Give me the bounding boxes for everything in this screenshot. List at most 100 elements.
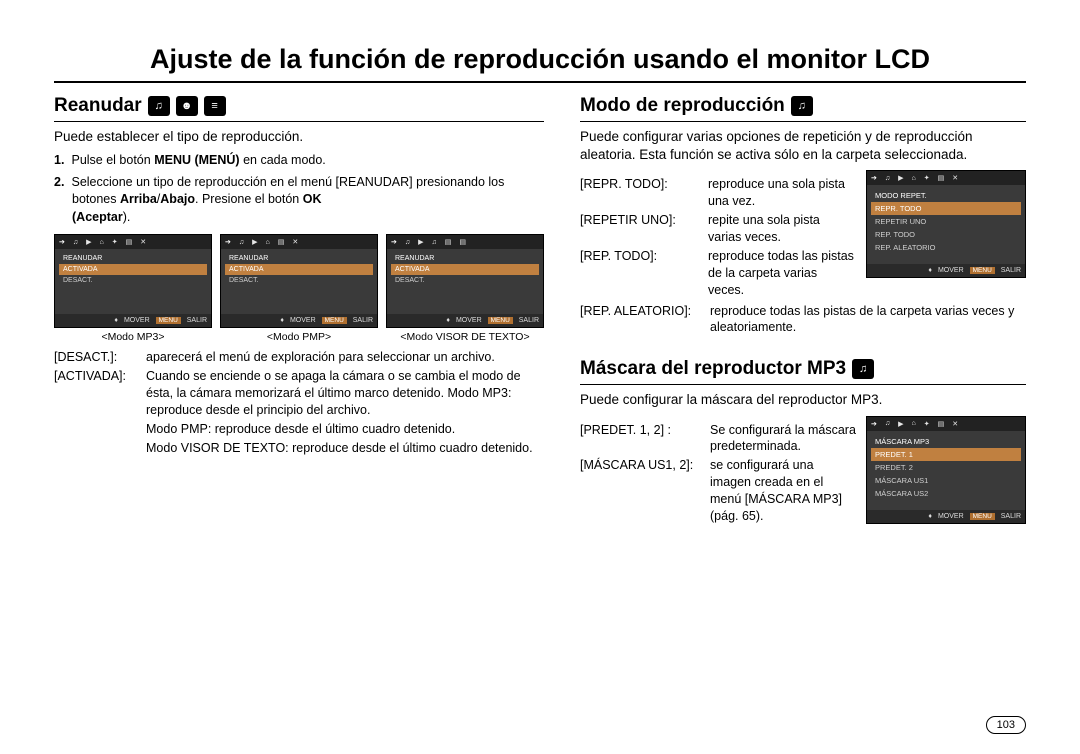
- definition-row: Modo VISOR DE TEXTO: reproduce desde el …: [54, 440, 544, 457]
- tab-icon: ▶: [86, 238, 91, 246]
- step-text: Pulse el botón: [71, 153, 154, 167]
- tab-icon: ⌂: [912, 420, 916, 427]
- heading-text: Máscara del reproductor MP3: [580, 358, 846, 380]
- music-icon: ♫: [791, 96, 813, 116]
- menu-item: MÁSCARA US2: [871, 487, 1021, 500]
- lcd-tabs: ➔ ♫ ▶ ⌂ ✦ ▤ ✕: [55, 235, 211, 249]
- step-number: 2.: [54, 174, 68, 192]
- definition-term: [REPR. TODO]:: [580, 176, 708, 210]
- heading-modo-reproduccion: Modo de reproducción ♫: [580, 95, 1026, 122]
- footer-salir: SALIR: [187, 317, 207, 324]
- tab-icon: ✕: [952, 420, 958, 428]
- menu-header: REANUDAR: [225, 253, 373, 264]
- menu-item: DESACT.: [391, 275, 539, 286]
- lcd-wrapper: ➔ ♫ ▶ ⌂ ▤ ✕ REANUDAR ACTIVADA DESACT.: [220, 234, 378, 343]
- left-column: Reanudar ♫ ☻ ≡ Puede establecer el tipo …: [54, 95, 544, 527]
- footer-mover: MOVER: [938, 267, 964, 274]
- tab-icon: ✕: [140, 238, 146, 246]
- step-bold: OK: [303, 192, 322, 206]
- lcd-wrapper: ➔ ♫ ▶ ♫ ▤ ▤ REANUDAR ACTIVADA DESACT.: [386, 234, 544, 343]
- step-number: 1.: [54, 152, 68, 170]
- menu-item-selected: ACTIVADA: [225, 264, 373, 275]
- step-list: 1. Pulse el botón MENU (MENÚ) en cada mo…: [72, 152, 544, 226]
- footer-salir: SALIR: [1001, 267, 1021, 274]
- tab-icon: ⌂: [912, 175, 916, 182]
- menu-header: MÁSCARA MP3: [871, 435, 1021, 448]
- intro-skin: Puede conﬁgurar la máscara del reproduct…: [580, 391, 1026, 409]
- music-icon: ♫: [852, 359, 874, 379]
- step-bold: MENU (MENÚ): [154, 153, 239, 167]
- lcd-row: ➔ ♫ ▶ ⌂ ✦ ▤ ✕ REANUDAR ACTIVADA DESACT.: [54, 234, 544, 343]
- tab-icon: ⌂: [100, 239, 104, 246]
- menu-item-selected: ACTIVADA: [391, 264, 539, 275]
- menu-item: DESACT.: [225, 275, 373, 286]
- menu-header: REANUDAR: [59, 253, 207, 264]
- tab-icon: ▤: [938, 174, 945, 182]
- definition-desc: aparecerá el menú de exploración para se…: [146, 349, 544, 366]
- tab-icon: ♫: [432, 239, 437, 246]
- lcd-menu: REANUDAR ACTIVADA DESACT.: [55, 249, 211, 286]
- footer-salir: SALIR: [1001, 513, 1021, 520]
- footer-menu-tag: MENU: [970, 513, 995, 520]
- tab-icon: ⌂: [266, 239, 270, 246]
- heading-reanudar: Reanudar ♫ ☻ ≡: [54, 95, 544, 122]
- menu-item-selected: REPR. TODO: [871, 202, 1021, 215]
- menu-item: MÁSCARA US1: [871, 474, 1021, 487]
- heading-mascara: Máscara del reproductor MP3 ♫: [580, 358, 1026, 385]
- definition-desc: Modo PMP: reproduce desde el último cuad…: [146, 421, 544, 438]
- menu-header: REANUDAR: [391, 253, 539, 264]
- lcd-screen-mp3: ➔ ♫ ▶ ⌂ ✦ ▤ ✕ REANUDAR ACTIVADA DESACT.: [54, 234, 212, 328]
- menu-item-selected: PREDET. 1: [871, 448, 1021, 461]
- lcd-footer: ♦ MOVER MENU SALIR: [867, 510, 1025, 523]
- definition-row: [MÁSCARA US1, 2]: se conﬁgurará una imag…: [580, 457, 856, 525]
- page-title: Ajuste de la función de reproducción usa…: [54, 44, 1026, 83]
- footer-menu-tag: MENU: [322, 317, 347, 324]
- definition-term: [MÁSCARA US1, 2]:: [580, 457, 710, 525]
- lcd-screen-skin: ➔ ♫ ▶ ⌂ ✦ ▤ ✕ MÁSCARA MP3 PREDET. 1 PRED…: [866, 416, 1026, 524]
- tab-icon: ✦: [924, 420, 930, 428]
- footer-menu-tag: MENU: [156, 317, 181, 324]
- step-1: 1. Pulse el botón MENU (MENÚ) en cada mo…: [72, 152, 544, 170]
- tab-icon: ▤: [459, 238, 466, 246]
- tab-icon: ▤: [445, 238, 452, 246]
- tab-icon: ♫: [885, 175, 890, 182]
- definition-desc: se conﬁgurará una imagen creada en el me…: [710, 457, 856, 525]
- lcd-menu: MODO REPET. REPR. TODO REPETIR UNO REP. …: [867, 185, 1025, 254]
- lcd-footer: ♦ MOVER MENU SALIR: [387, 314, 543, 327]
- tab-icon: ▶: [252, 238, 257, 246]
- pmp-icon: ☻: [176, 96, 198, 116]
- lcd-screen-pmp: ➔ ♫ ▶ ⌂ ▤ ✕ REANUDAR ACTIVADA DESACT.: [220, 234, 378, 328]
- definition-list: [PREDET. 1, 2] : Se conﬁgurará la máscar…: [580, 422, 856, 525]
- tab-icon: ♫: [405, 239, 410, 246]
- definition-term: [DESACT.]:: [54, 349, 146, 366]
- definition-row: [PREDET. 1, 2] : Se conﬁgurará la máscar…: [580, 422, 856, 456]
- footer-mover: MOVER: [290, 317, 316, 324]
- skin-block: [PREDET. 1, 2] : Se conﬁgurará la máscar…: [580, 416, 1026, 527]
- definition-term: [REP. TODO]:: [580, 248, 708, 299]
- play-block: [REPR. TODO]: reproduce una sola pista u…: [580, 170, 1026, 300]
- footer-mover: MOVER: [938, 513, 964, 520]
- definition-term: [PREDET. 1, 2] :: [580, 422, 710, 456]
- tab-icon: ▤: [126, 238, 133, 246]
- arrow-icon: ➔: [871, 174, 877, 182]
- definition-row: [REPR. TODO]: reproduce una sola pista u…: [580, 176, 856, 210]
- lcd-wrapper: ➔ ♫ ▶ ⌂ ✦ ▤ ✕ REANUDAR ACTIVADA DESACT.: [54, 234, 212, 343]
- definition-row: [ACTIVADA]: Cuando se enciende o se apag…: [54, 368, 544, 419]
- heading-text: Modo de reproducción: [580, 95, 785, 117]
- right-column: Modo de reproducción ♫ Puede conﬁgurar v…: [580, 95, 1026, 527]
- footer-menu-tag: MENU: [970, 267, 995, 274]
- tab-icon: ♫: [885, 420, 890, 427]
- lcd-menu: REANUDAR ACTIVADA DESACT.: [221, 249, 377, 286]
- tab-icon: ✦: [924, 174, 930, 182]
- footer-salir: SALIR: [353, 317, 373, 324]
- footer-mover: MOVER: [456, 317, 482, 324]
- lcd-footer: ♦ MOVER MENU SALIR: [55, 314, 211, 327]
- lcd-tabs: ➔ ♫ ▶ ⌂ ✦ ▤ ✕: [867, 417, 1025, 431]
- footer-mover: MOVER: [124, 317, 150, 324]
- menu-item: REP. ALEATORIO: [871, 241, 1021, 254]
- heading-text: Reanudar: [54, 95, 142, 117]
- footer-salir: SALIR: [519, 317, 539, 324]
- lcd-footer: ♦ MOVER MENU SALIR: [867, 264, 1025, 277]
- definition-desc: Cuando se enciende o se apaga la cámara …: [146, 368, 544, 419]
- lcd-tabs: ➔ ♫ ▶ ♫ ▤ ▤: [387, 235, 543, 249]
